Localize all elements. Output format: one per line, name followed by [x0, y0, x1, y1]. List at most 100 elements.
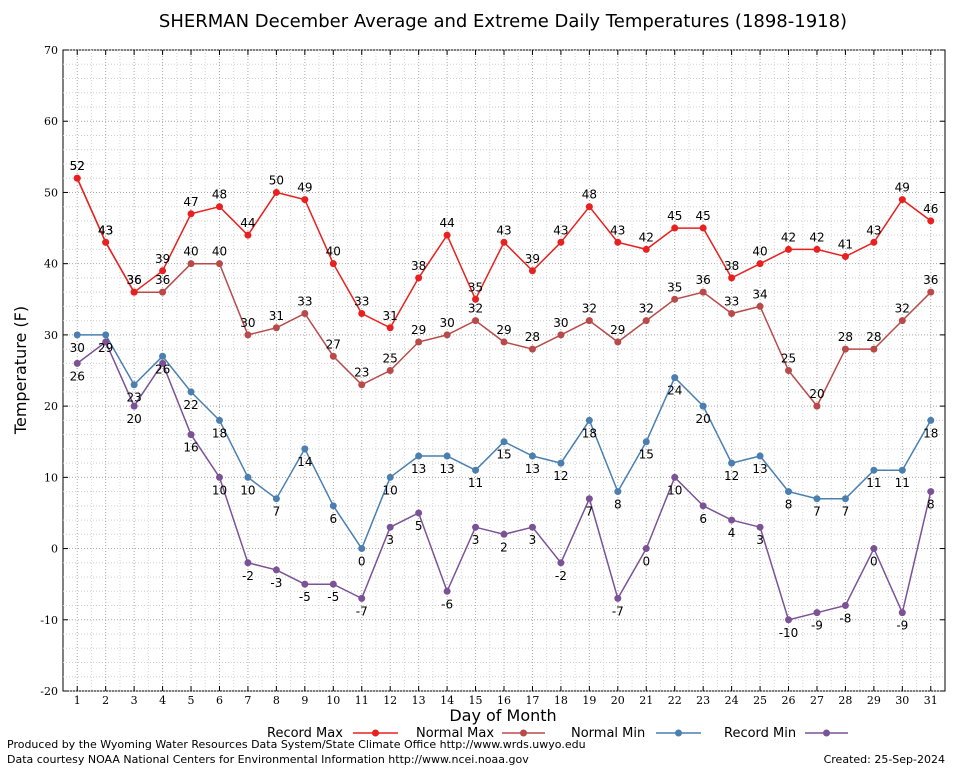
record-max-point	[785, 245, 793, 253]
normal-min-data-label: 15	[496, 448, 511, 462]
normal-max-data-label: 30	[240, 316, 255, 330]
normal-min-point	[898, 466, 906, 474]
y-tick-label: 50	[44, 186, 58, 199]
normal-min-point	[329, 502, 337, 510]
normal-min-point	[585, 416, 593, 424]
normal-min-point	[642, 438, 650, 446]
x-tick-label: 11	[355, 694, 369, 707]
record-max-data-label: 39	[525, 252, 540, 266]
record-min-data-label: -10	[779, 626, 799, 640]
normal-min-data-label: 29	[98, 341, 113, 355]
record-min-data-label: -9	[896, 619, 908, 633]
record-max-point	[159, 267, 167, 275]
record-min-point	[472, 523, 480, 531]
normal-max-point	[528, 345, 536, 353]
record-min-point	[301, 580, 309, 588]
y-tick-label: 40	[44, 258, 58, 271]
record-max-point	[528, 267, 536, 275]
normal-min-data-label: 7	[813, 505, 821, 519]
normal-max-data-label: 29	[496, 323, 511, 337]
record-min-point	[841, 602, 849, 610]
x-tick-label: 23	[696, 694, 710, 707]
record-min-data-label: -5	[299, 590, 311, 604]
x-tick-label: 25	[753, 694, 767, 707]
x-tick-label: 9	[301, 694, 308, 707]
record-max-point	[301, 196, 309, 204]
y-tick-label: 60	[44, 115, 58, 128]
x-tick-label: 4	[159, 694, 166, 707]
normal-max-point	[386, 367, 394, 374]
normal-max-data-label: 28	[866, 330, 881, 344]
record-min-point	[585, 495, 593, 503]
normal-min-data-label: 23	[126, 391, 141, 405]
x-tick-label: 7	[244, 694, 251, 707]
footer-created: Created: 25-Sep-2024	[824, 753, 945, 766]
normal-min-point	[215, 416, 223, 424]
grid-lines	[63, 49, 945, 692]
record-min-point	[785, 616, 793, 624]
normal-min-point	[870, 466, 878, 474]
normal-min-data-label: 6	[329, 512, 337, 526]
normal-max-data-label: 23	[354, 366, 369, 380]
normal-min-point	[728, 459, 736, 467]
x-tick-label: 26	[782, 694, 796, 707]
data-labels: 5243363947484450494033313844354339434843…	[70, 159, 939, 640]
record-max-data-label: 49	[895, 181, 910, 195]
normal-min-point	[187, 388, 195, 396]
normal-max-point	[898, 317, 906, 325]
normal-min-point	[130, 381, 138, 389]
normal-max-data-label: 20	[809, 387, 824, 401]
normal-min-data-label: 8	[614, 498, 622, 512]
normal-min-point	[159, 352, 167, 360]
record-min-data-label: 5	[415, 519, 423, 533]
normal-min-point	[500, 438, 508, 446]
normal-max-point	[841, 345, 849, 353]
normal-min-point	[415, 452, 423, 460]
record-min-point	[614, 594, 622, 602]
record-min-point	[443, 587, 451, 595]
record-max-data-label: 38	[724, 259, 739, 273]
normal-max-point	[585, 317, 593, 325]
legend-label-normal-min: Normal Min	[571, 726, 645, 741]
normal-min-data-label: 20	[696, 412, 711, 426]
record-max-data-label: 38	[411, 259, 426, 273]
record-min-data-label: 6	[699, 512, 707, 526]
normal-min-data-label: 18	[212, 426, 227, 440]
x-tick-label: 30	[895, 694, 909, 707]
record-min-point	[756, 523, 764, 531]
record-min-data-label: -7	[356, 604, 368, 618]
record-min-data-label: 3	[386, 533, 394, 547]
record-max-data-label: 31	[383, 309, 398, 323]
record-min-point	[329, 580, 337, 588]
normal-min-series	[73, 331, 935, 553]
normal-max-data-label: 52	[70, 159, 85, 173]
normal-max-point	[244, 331, 252, 339]
normal-max-point	[699, 288, 707, 296]
x-tick-label: 2	[102, 694, 109, 707]
record-max-data-label: 41	[838, 238, 853, 252]
normal-max-point	[614, 338, 622, 346]
normal-max-data-label: 29	[610, 323, 625, 337]
record-max-point	[927, 217, 935, 225]
record-max-data-label: 44	[240, 216, 255, 230]
record-min-point	[927, 488, 935, 496]
legend: Record Max Normal Max Normal Min Record Min	[267, 726, 848, 741]
y-tick-label: 30	[44, 329, 58, 342]
normal-max-point	[272, 324, 280, 332]
normal-min-point	[785, 488, 793, 496]
normal-min-data-label: 30	[70, 341, 85, 355]
record-min-point	[386, 523, 394, 531]
normal-max-point	[301, 310, 309, 318]
record-min-point	[557, 559, 565, 567]
normal-max-data-label: 36	[126, 273, 141, 287]
x-tick-label: 28	[838, 694, 852, 707]
legend-marker-normal-max	[520, 729, 527, 737]
record-max-point	[671, 224, 679, 232]
record-min-point	[728, 516, 736, 524]
legend-label-record-max: Record Max	[267, 726, 343, 741]
record-max-point	[187, 210, 195, 218]
normal-min-data-label: 18	[582, 426, 597, 440]
record-min-data-label: 2	[500, 540, 508, 554]
